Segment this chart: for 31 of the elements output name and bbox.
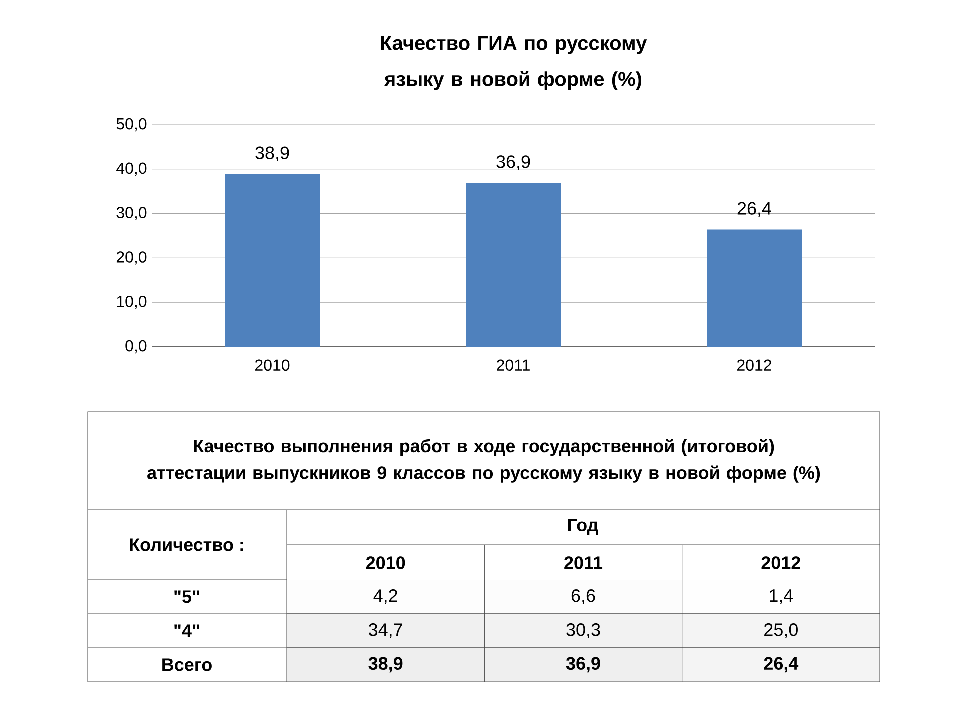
data-label: 30,3 [566,624,600,638]
data-label: 34,7 [369,624,402,638]
x-tick-label: 2011 [497,360,530,372]
y-tick-label: 0,0 [126,340,147,354]
x-tick-label: 2012 [762,556,800,570]
y-tick-label: 50,0 [116,118,147,132]
y-tick-label: Всего [162,658,212,672]
y-tick-label: 10,0 [117,296,147,310]
data-label: 36,9 [496,156,530,170]
x-tick-label: 2010 [256,360,290,372]
chart-title: Качество выполнения работ в ходе государственной (итоговой) аттестации выпускников 9 классов по русскому языку в новой форме (%) [148,439,820,483]
y-tick-label: 20,0 [116,252,147,265]
x-tick-label: 2011 [564,556,603,570]
data-label: 26,4 [738,202,772,218]
data-label: 38,9 [368,657,403,673]
data-label: 36,9 [566,657,600,673]
y-tick-label: "4" [174,624,200,638]
data-label: 1,4 [770,590,794,604]
y-tick-label: "5" [174,590,200,604]
y-tick-label: 40,0 [116,162,147,176]
x-axis-title: Год [568,519,598,535]
y-axis-title: Количество : [130,538,244,552]
data-label: 38,9 [256,146,290,162]
data-label: 25,0 [764,624,798,638]
data-label: 6,6 [572,590,596,604]
x-tick-label: 2012 [738,360,772,372]
chart-title: Качество ГИА по русскому языку в новой форме (%) [381,36,648,90]
x-tick-label: 2010 [366,556,406,570]
y-tick-label: 30,0 [116,207,147,220]
data-label: 4,2 [374,590,398,604]
data-label: 26,4 [764,657,799,673]
